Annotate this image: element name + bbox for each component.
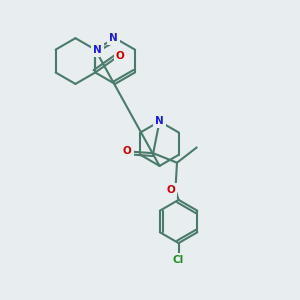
Text: O: O bbox=[123, 146, 131, 156]
Text: Cl: Cl bbox=[173, 255, 184, 265]
Text: O: O bbox=[167, 185, 175, 195]
Text: N: N bbox=[155, 116, 164, 126]
Text: O: O bbox=[116, 51, 124, 61]
Text: N: N bbox=[109, 33, 118, 43]
Text: N: N bbox=[93, 45, 102, 55]
